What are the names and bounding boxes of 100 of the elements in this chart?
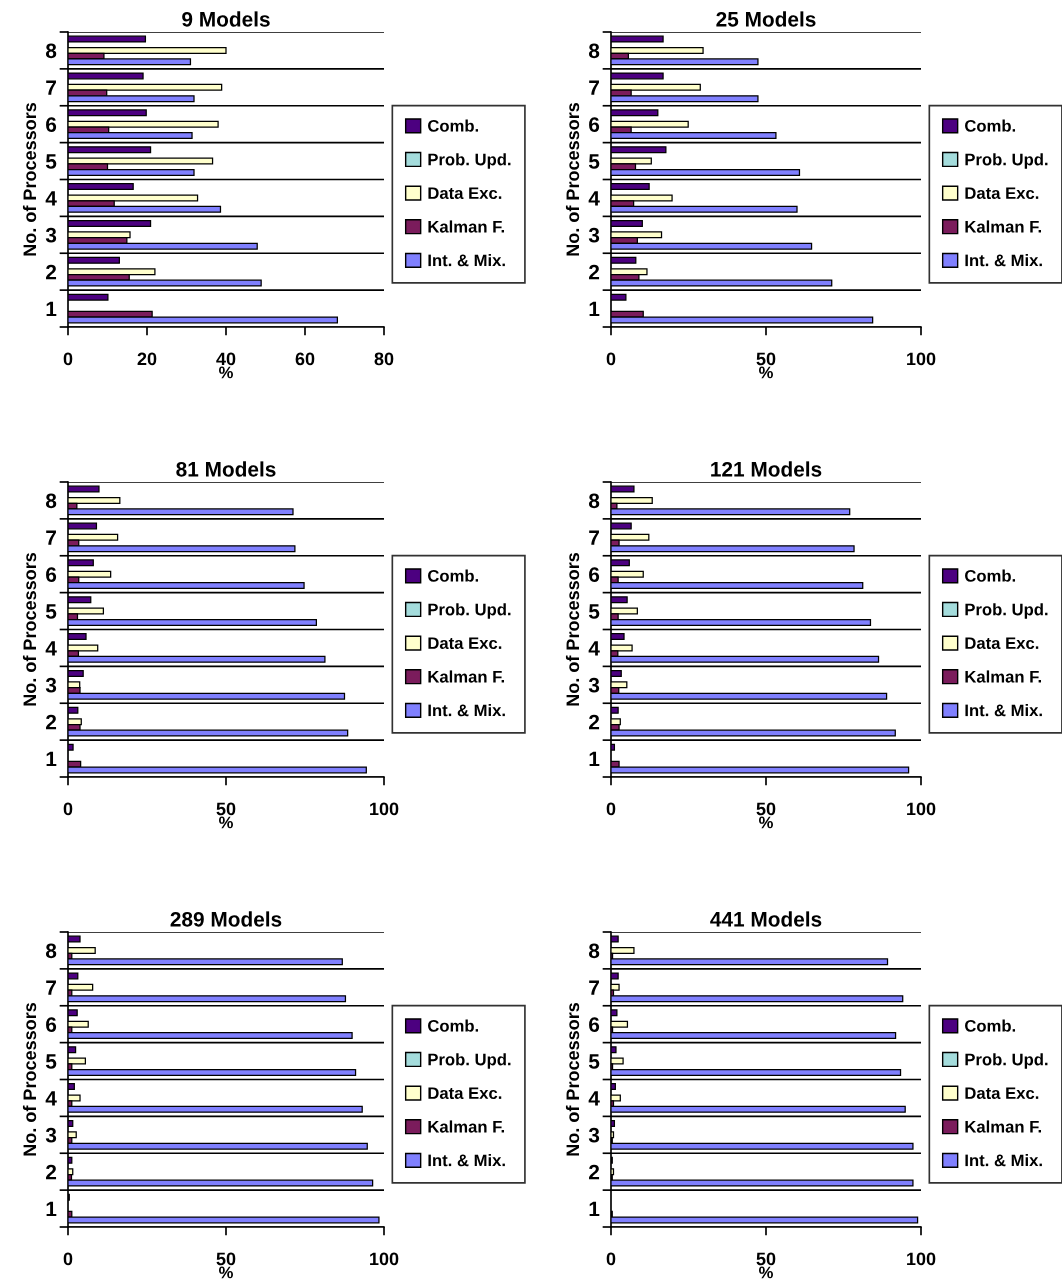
legend-label: Data Exc. — [965, 637, 1039, 650]
x-tick-label: 0 — [63, 352, 73, 366]
y-tick-label: 7 — [46, 980, 56, 995]
y-axis-title: No. of Processors — [22, 552, 37, 706]
legend-label: Comb. — [965, 569, 1016, 582]
x-tick-label: 40 — [216, 352, 236, 366]
legend-label: Kalman F. — [428, 220, 504, 233]
y-tick-label: 7 — [589, 980, 599, 995]
y-tick-label: 1 — [589, 1201, 600, 1217]
x-tick-label: 60 — [295, 352, 315, 366]
x-axis-title: % — [219, 816, 233, 829]
y-tick-label: 5 — [588, 154, 600, 169]
legend-label: Data Exc. — [965, 1087, 1039, 1100]
y-tick-label: 6 — [589, 1017, 600, 1032]
legend-label: Data Exc. — [428, 1087, 502, 1100]
chart-title: 9 Models — [182, 11, 270, 27]
y-tick-label: 7 — [589, 80, 599, 95]
legend-label: Int. & Mix. — [428, 1154, 505, 1167]
x-axis-title: % — [759, 366, 773, 379]
legend-label: Int. & Mix. — [965, 254, 1042, 267]
legend-label: Prob. Upd. — [965, 153, 1048, 169]
legend-label: Kalman F. — [965, 670, 1041, 683]
x-tick-label: 50 — [216, 1252, 236, 1266]
legend-label: Comb. — [965, 1019, 1016, 1032]
x-axis-title: % — [759, 1266, 773, 1279]
y-tick-label: 8 — [588, 43, 600, 59]
legend-label: Comb. — [428, 569, 479, 582]
x-axis-title: % — [219, 1266, 233, 1279]
legend-label: Data Exc. — [428, 637, 502, 650]
y-tick-label: 3 — [588, 1127, 600, 1143]
y-axis-title: No. of Processors — [565, 1002, 580, 1156]
chart-title: 289 Models — [170, 911, 282, 927]
y-tick-label: 1 — [46, 1201, 57, 1217]
y-tick-label: 3 — [45, 677, 57, 693]
x-tick-label: 100 — [907, 1252, 936, 1266]
y-tick-label: 2 — [589, 264, 600, 280]
x-axis-title: % — [759, 816, 773, 829]
chart-title: 121 Models — [711, 461, 822, 477]
legend-label: Prob. Upd. — [428, 1053, 511, 1069]
y-tick-label: 6 — [46, 567, 57, 582]
legend-label: Kalman F. — [428, 670, 504, 683]
y-tick-label: 3 — [45, 1127, 57, 1143]
y-tick-label: 2 — [589, 714, 600, 730]
chart-title: 81 Models — [176, 461, 276, 477]
x-tick-label: 50 — [216, 802, 236, 816]
legend-label: Data Exc. — [965, 187, 1039, 200]
legend-label: Int. & Mix. — [428, 704, 505, 717]
y-tick-label: 5 — [588, 1054, 600, 1069]
x-tick-label: 0 — [606, 352, 616, 366]
y-tick-label: 8 — [588, 493, 600, 509]
x-tick-label: 0 — [63, 802, 73, 816]
legend-label: Prob. Upd. — [428, 153, 511, 169]
legend-label: Kalman F. — [965, 1120, 1041, 1133]
legend-label: Comb. — [428, 119, 479, 132]
y-tick-label: 8 — [45, 43, 57, 59]
y-tick-label: 2 — [46, 1164, 57, 1180]
y-tick-label: 4 — [588, 641, 600, 656]
x-tick-label: 100 — [907, 802, 936, 816]
y-tick-label: 5 — [45, 154, 57, 169]
y-tick-label: 6 — [46, 1017, 57, 1032]
chart-title: 25 Models — [716, 11, 816, 27]
x-tick-label: 0 — [606, 802, 616, 816]
y-axis-title: No. of Processors — [22, 102, 37, 256]
y-tick-label: 5 — [588, 604, 600, 619]
y-tick-label: 3 — [588, 677, 600, 693]
legend-label: Int. & Mix. — [965, 1154, 1042, 1167]
y-tick-label: 6 — [589, 567, 600, 582]
y-tick-label: 2 — [589, 1164, 600, 1180]
legend-label: Int. & Mix. — [428, 254, 505, 267]
y-tick-label: 5 — [45, 1054, 57, 1069]
legend-label: Prob. Upd. — [965, 603, 1048, 619]
x-tick-label: 100 — [370, 1252, 399, 1266]
y-axis-title: No. of Processors — [22, 1002, 37, 1156]
x-tick-label: 50 — [756, 352, 776, 366]
x-tick-label: 100 — [907, 352, 936, 366]
y-tick-label: 8 — [45, 493, 57, 509]
y-tick-label: 3 — [45, 227, 57, 243]
y-tick-label: 4 — [45, 1091, 57, 1106]
legend-label: Int. & Mix. — [965, 704, 1042, 717]
y-tick-label: 6 — [589, 117, 600, 132]
y-tick-label: 1 — [589, 751, 600, 767]
y-tick-label: 7 — [46, 80, 56, 95]
legend-label: Data Exc. — [428, 187, 502, 200]
y-axis-title: No. of Processors — [565, 552, 580, 706]
y-tick-label: 1 — [46, 751, 57, 767]
y-tick-label: 7 — [46, 530, 56, 545]
y-tick-label: 8 — [45, 943, 57, 959]
y-axis-title: No. of Processors — [565, 102, 580, 256]
legend-label: Kalman F. — [965, 220, 1041, 233]
legend-label: Comb. — [965, 119, 1016, 132]
x-tick-label: 50 — [756, 1252, 776, 1266]
legend-label: Prob. Upd. — [428, 603, 511, 619]
legend-label: Prob. Upd. — [965, 1053, 1048, 1069]
x-axis-title: % — [219, 366, 233, 379]
y-tick-label: 6 — [46, 117, 57, 132]
x-tick-label: 20 — [137, 352, 157, 366]
y-tick-label: 5 — [45, 604, 57, 619]
legend-label: Kalman F. — [428, 1120, 504, 1133]
x-tick-label: 0 — [606, 1252, 616, 1266]
y-tick-label: 2 — [46, 264, 57, 280]
